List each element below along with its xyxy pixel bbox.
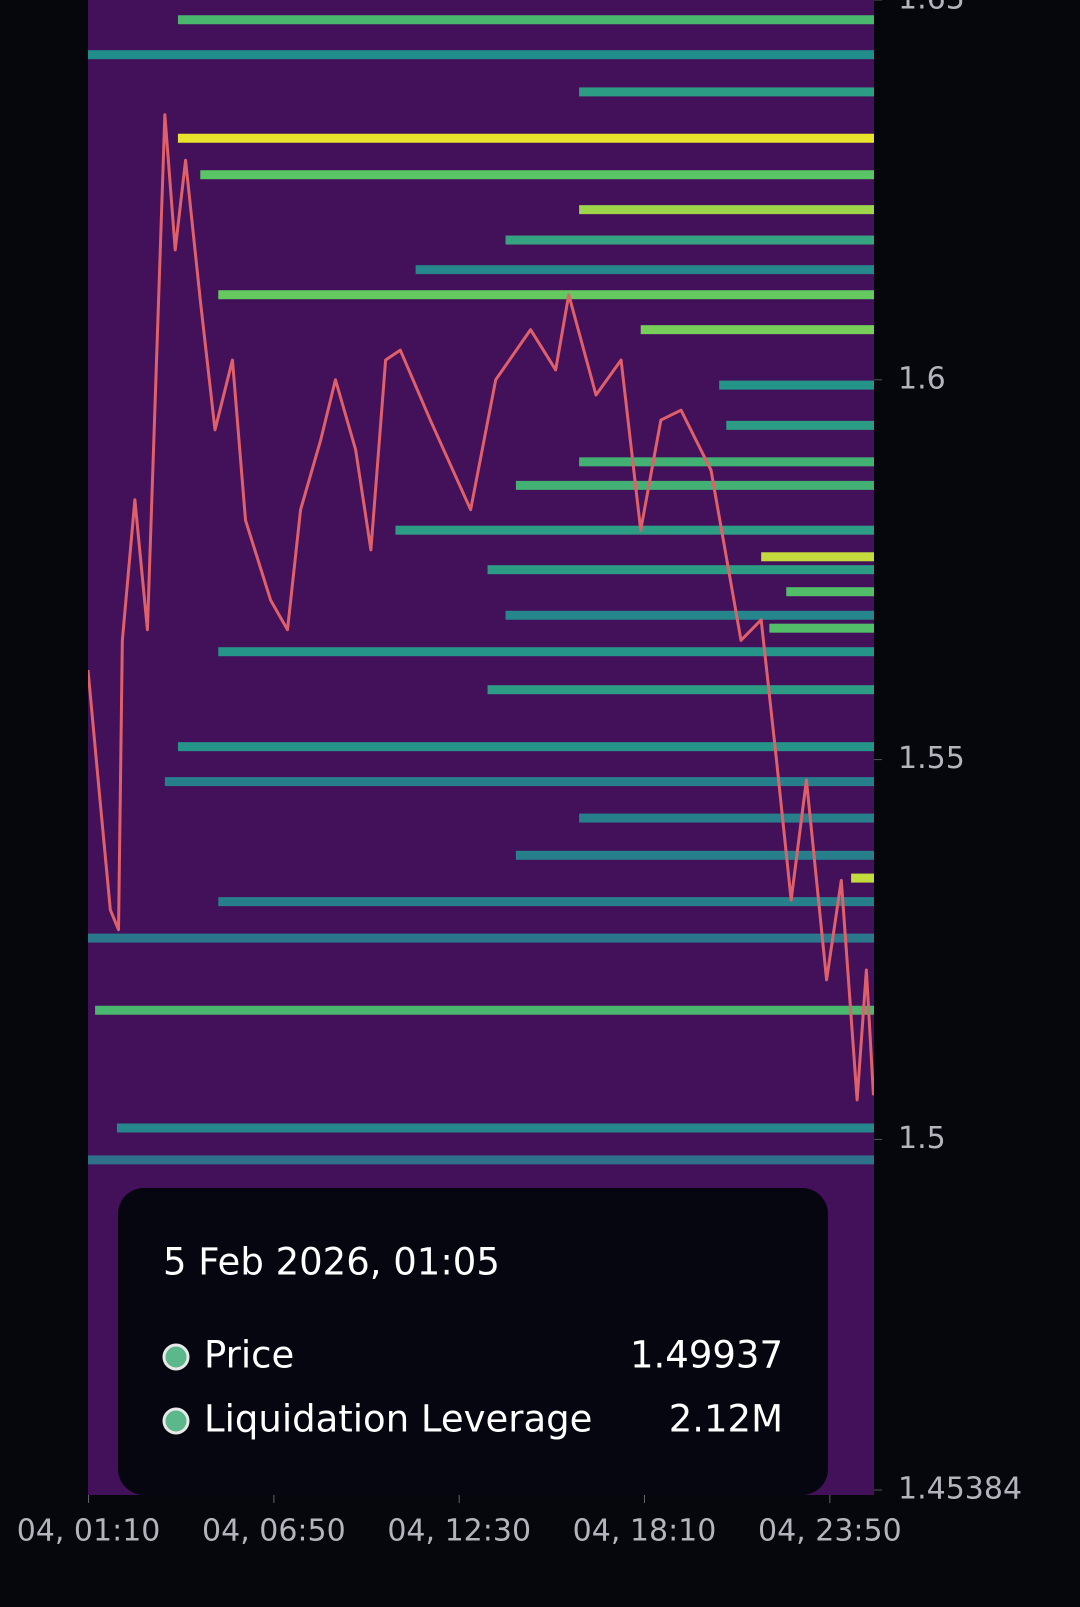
liquidation-band: [218, 647, 874, 657]
liquidation-band: [415, 265, 874, 275]
liquidation-band: [579, 87, 874, 97]
liquidation-band: [851, 873, 874, 883]
y-tick-label: 1.6: [898, 361, 946, 396]
liquidation-band: [218, 897, 874, 907]
tooltip-label: Price: [204, 1334, 294, 1377]
liquidation-band: [515, 850, 874, 860]
liquidation-band: [200, 170, 874, 180]
liquidation-band: [487, 685, 874, 695]
liquidation-band: [786, 587, 874, 597]
y-tick-label: 1.5: [898, 1121, 946, 1156]
x-tick-label: 04, 01:10: [17, 1514, 161, 1549]
liquidation-band: [164, 777, 874, 787]
price-line: [88, 113, 874, 1102]
liquidation-band: [88, 50, 874, 60]
x-tick-label: 04, 18:10: [573, 1514, 717, 1549]
liquidation-band: [505, 610, 874, 620]
y-tick-label: 1.65: [898, 0, 965, 17]
y-tick-label: 1.55: [898, 741, 965, 776]
x-tick-label: 04, 06:50: [202, 1514, 346, 1549]
liquidation-band: [579, 813, 874, 823]
liquidation-band: [761, 552, 874, 562]
tooltip-value: 2.12M: [669, 1398, 783, 1441]
liquidation-band: [515, 480, 874, 490]
liquidation-band: [640, 325, 874, 335]
liquidation-band: [177, 15, 874, 25]
tooltip-date: 5 Feb 2026, 01:05: [163, 1241, 500, 1284]
axes: 1.45384 1.5 1.55 1.6 1.65 04, 01:10 04, 06:50 0…: [17, 0, 1022, 1549]
liquidation-band: [719, 380, 874, 390]
x-tick-label: 04, 12:30: [387, 1514, 531, 1549]
liquidation-band: [95, 1005, 874, 1015]
tooltip-dot: [162, 1343, 190, 1371]
tooltip: 5 Feb 2026, 01:05 Price 1.49937 Liquidatio…: [118, 1188, 828, 1495]
liquidation-band: [88, 933, 874, 943]
tooltip-label: Liquidation Leverage: [204, 1398, 592, 1441]
liquidation-band: [218, 290, 874, 300]
liquidation-band: [116, 1123, 874, 1133]
liquidation-band: [505, 235, 874, 245]
price-line-group: [88, 113, 874, 1102]
tooltip-value: 1.49937: [630, 1334, 783, 1377]
x-tick-label: 04, 23:50: [758, 1514, 902, 1549]
heatmap-bands: [88, 15, 874, 1165]
tooltip-box: [118, 1188, 828, 1495]
liquidation-band: [579, 457, 874, 467]
liquidation-band: [88, 1155, 874, 1165]
liquidation-band: [177, 742, 874, 752]
liquidation-band: [395, 525, 874, 535]
liquidation-band: [487, 565, 874, 575]
liquidation-band: [726, 420, 874, 430]
tooltip-dot: [162, 1407, 190, 1435]
liquidation-band: [769, 623, 874, 633]
liquidation-band: [579, 205, 874, 215]
y-tick-label: 1.45384: [898, 1472, 1022, 1507]
liquidation-band: [177, 133, 874, 143]
